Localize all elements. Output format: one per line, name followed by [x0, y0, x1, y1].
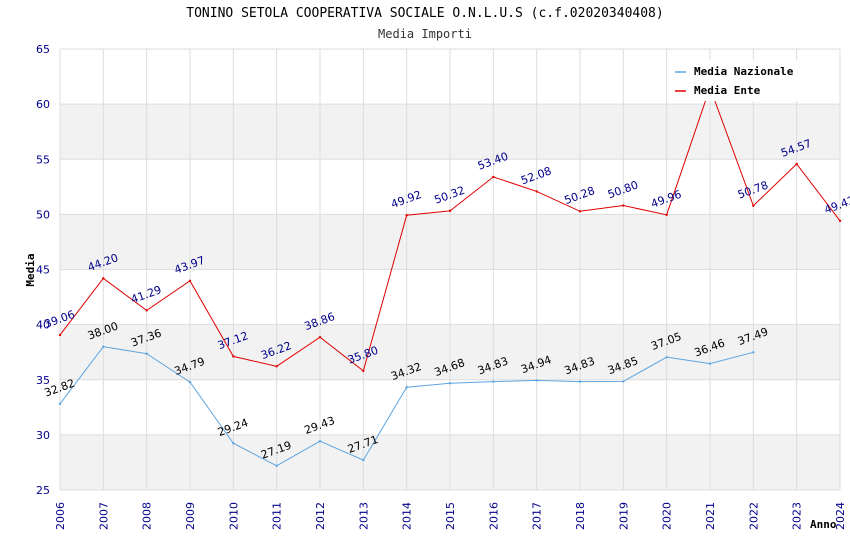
chart-subtitle: Media Importi [378, 27, 472, 41]
data-point [362, 369, 365, 373]
data-point [492, 380, 495, 383]
y-tick-label: 40 [36, 319, 50, 332]
data-point [665, 355, 668, 359]
data-point [622, 204, 625, 207]
data-point [405, 386, 408, 389]
data-point [795, 162, 798, 166]
y-axis-label: Media [24, 253, 37, 286]
legend-label-nazionale: Media Nazionale [694, 65, 794, 78]
legend-box [670, 60, 809, 101]
x-tick-label: 2012 [314, 502, 327, 530]
x-tick-label: 2020 [661, 502, 674, 530]
y-tick-label: 45 [36, 264, 50, 277]
y-tick-label: 35 [36, 374, 50, 387]
data-point [405, 214, 408, 217]
x-tick-label: 2017 [531, 502, 544, 530]
data-point [752, 351, 755, 354]
x-tick-label: 2013 [357, 502, 370, 530]
data-point [448, 382, 452, 385]
data-point [578, 380, 582, 383]
x-tick-label: 2010 [227, 502, 240, 530]
data-point [708, 362, 712, 365]
data-point [188, 279, 192, 283]
data-point [318, 335, 322, 339]
data-point [275, 365, 278, 368]
data-point [145, 352, 148, 355]
x-tick-label: 2014 [401, 502, 414, 530]
data-point [535, 379, 538, 382]
x-tick-label: 2008 [141, 502, 154, 530]
x-tick-label: 2018 [574, 502, 587, 530]
data-point [102, 345, 105, 348]
data-point [665, 213, 668, 217]
legend-label-ente: Media Ente [694, 84, 761, 97]
x-axis-ticks: 2006 2007 2008 2009 2010 2011 2012 2013 2014 2015… [54, 502, 847, 530]
x-tick-label: 2022 [747, 502, 760, 530]
data-point [318, 439, 322, 443]
data-point [58, 333, 62, 337]
x-tick-label: 2011 [271, 502, 284, 530]
x-tick-label: 2021 [704, 502, 717, 530]
y-tick-label: 55 [36, 153, 50, 166]
data-point [232, 355, 235, 358]
x-tick-label: 2009 [184, 502, 197, 530]
data-point [232, 442, 235, 445]
data-point [752, 204, 755, 207]
legend: Media Nazionale Media Ente [670, 60, 809, 101]
x-axis-label: Anno [810, 518, 837, 531]
y-tick-label: 30 [36, 429, 50, 442]
data-point [145, 309, 148, 312]
data-point [102, 277, 105, 280]
data-point [362, 458, 365, 462]
data-point [188, 380, 192, 384]
chart-title: TONINO SETOLA COOPERATIVA SOCIALE O.N.L.… [186, 6, 664, 21]
y-tick-label: 65 [36, 43, 50, 56]
data-point [535, 190, 538, 193]
x-tick-label: 2016 [487, 502, 500, 530]
data-point [58, 402, 62, 405]
data-point [578, 210, 582, 213]
data-point [622, 380, 625, 383]
x-tick-label: 2006 [54, 502, 67, 530]
data-point [448, 209, 452, 213]
x-tick-label: 2015 [444, 502, 457, 530]
data-point [275, 464, 278, 468]
data-point [838, 219, 842, 222]
y-axis-ticks: 25 30 35 40 45 50 55 60 65 [36, 43, 50, 497]
x-tick-label: 2023 [791, 502, 804, 530]
y-tick-label: 60 [36, 98, 50, 111]
data-point [492, 175, 495, 179]
x-tick-label: 2007 [97, 502, 110, 530]
x-tick-label: 2024 [834, 502, 847, 530]
y-tick-label: 50 [36, 208, 50, 221]
grid-lines [59, 48, 841, 491]
x-tick-label: 2019 [617, 502, 630, 530]
y-tick-label: 25 [36, 484, 50, 497]
